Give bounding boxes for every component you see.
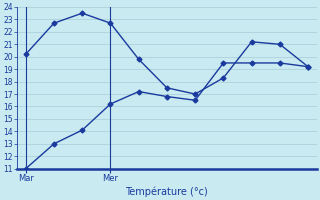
X-axis label: Température (°c): Température (°c) xyxy=(125,186,208,197)
